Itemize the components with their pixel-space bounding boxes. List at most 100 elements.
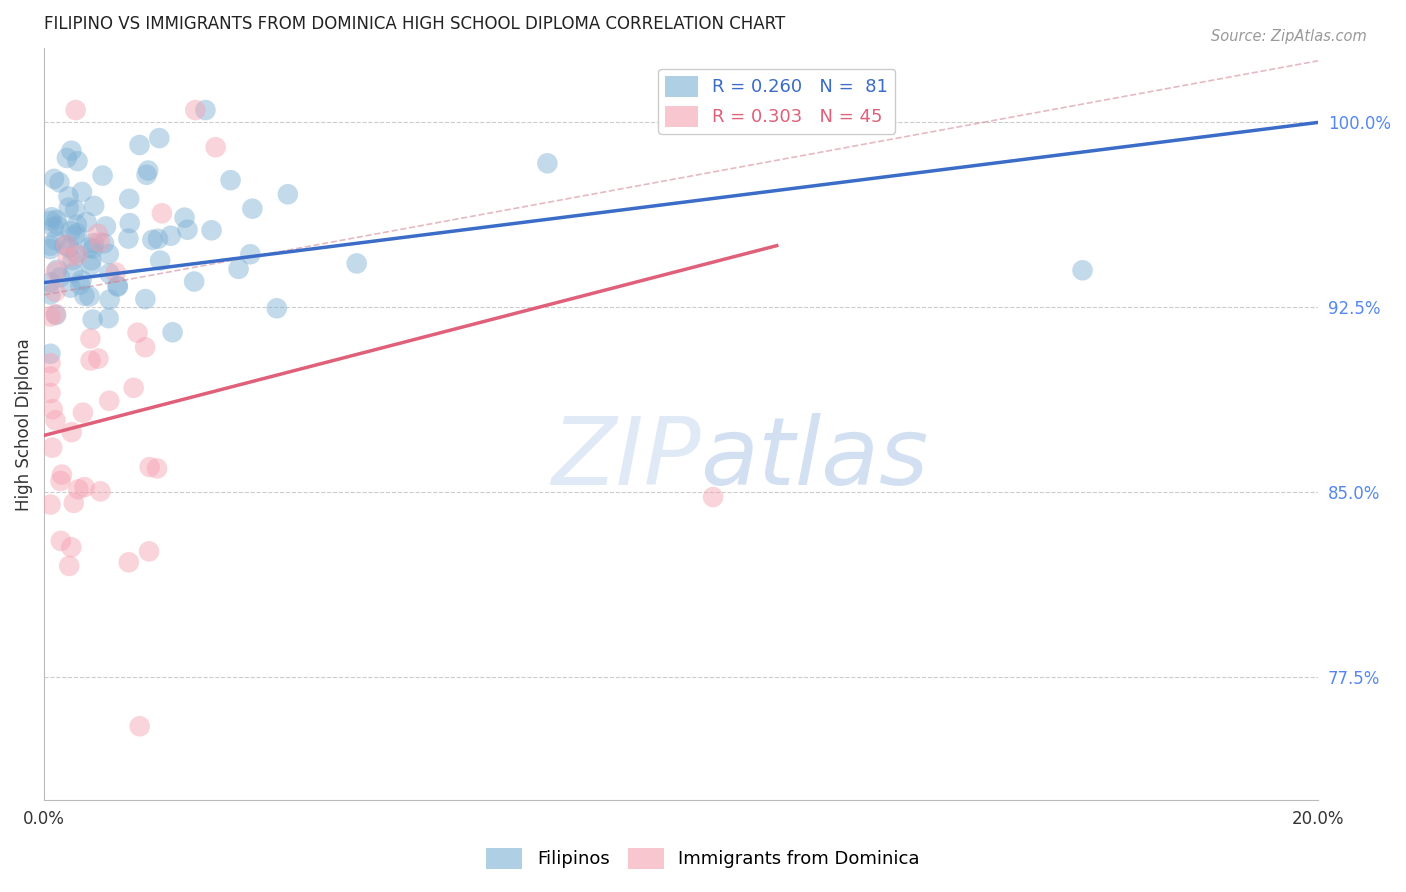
- Point: [83, 199, 105, 213]
- Point: [183, 275, 205, 289]
- Legend: R = 0.260   N =  81, R = 0.303   N = 45: R = 0.260 N = 81, R = 0.303 N = 45: [658, 69, 896, 134]
- Point: [98, 293, 121, 307]
- Point: [118, 192, 141, 206]
- Point: [63, 228, 86, 243]
- Point: [46, 219, 69, 233]
- Text: atlas: atlas: [700, 413, 928, 504]
- Point: [240, 202, 263, 216]
- Point: [118, 216, 141, 230]
- Point: [79, 241, 101, 255]
- Point: [44, 285, 66, 299]
- Point: [39, 287, 62, 301]
- Point: [82, 312, 104, 326]
- Point: [150, 206, 173, 220]
- Point: [45, 233, 67, 247]
- Point: [91, 169, 114, 183]
- Point: [41, 441, 63, 455]
- Point: [76, 215, 98, 229]
- Point: [60, 541, 83, 555]
- Point: [53, 238, 76, 252]
- Point: [39, 276, 62, 290]
- Point: [46, 262, 69, 277]
- Point: [93, 236, 115, 251]
- Point: [80, 258, 103, 272]
- Point: [66, 218, 89, 232]
- Point: [200, 223, 222, 237]
- Point: [83, 235, 105, 250]
- Point: [122, 381, 145, 395]
- Point: [117, 231, 139, 245]
- Point: [80, 253, 103, 268]
- Point: [59, 224, 82, 238]
- Point: [69, 277, 91, 292]
- Point: [39, 238, 62, 252]
- Point: [58, 558, 80, 573]
- Text: ZIP: ZIP: [551, 413, 700, 504]
- Point: [134, 340, 156, 354]
- Point: [45, 307, 67, 321]
- Point: [44, 413, 66, 427]
- Point: [138, 544, 160, 558]
- Point: [63, 202, 86, 217]
- Point: [49, 474, 72, 488]
- Point: [39, 242, 62, 256]
- Point: [128, 719, 150, 733]
- Point: [98, 267, 121, 281]
- Point: [134, 292, 156, 306]
- Point: [39, 310, 62, 324]
- Point: [184, 103, 207, 117]
- Point: [82, 242, 104, 256]
- Point: [65, 246, 87, 260]
- Point: [277, 187, 299, 202]
- Point: [67, 483, 90, 497]
- Point: [87, 351, 110, 366]
- Point: [56, 151, 79, 165]
- Point: [141, 233, 163, 247]
- Point: [173, 211, 195, 225]
- Point: [149, 253, 172, 268]
- Point: [65, 103, 87, 117]
- Point: [58, 241, 80, 255]
- Point: [79, 353, 101, 368]
- Point: [58, 201, 80, 215]
- Point: [60, 425, 83, 439]
- Point: [41, 211, 63, 225]
- Point: [98, 393, 121, 408]
- Point: [45, 308, 67, 322]
- Point: [146, 461, 169, 475]
- Point: [118, 555, 141, 569]
- Point: [136, 163, 159, 178]
- Point: [219, 173, 242, 187]
- Point: [204, 140, 226, 154]
- Point: [39, 347, 62, 361]
- Point: [39, 386, 62, 401]
- Point: [48, 175, 70, 189]
- Point: [39, 214, 62, 228]
- Point: [51, 467, 73, 482]
- Point: [56, 251, 79, 265]
- Point: [79, 289, 101, 303]
- Point: [266, 301, 288, 316]
- Point: [138, 460, 160, 475]
- Point: [59, 280, 82, 294]
- Point: [128, 138, 150, 153]
- Point: [97, 247, 120, 261]
- Point: [159, 228, 181, 243]
- Point: [66, 248, 89, 262]
- Point: [135, 168, 157, 182]
- Point: [536, 156, 558, 170]
- Point: [49, 533, 72, 548]
- Legend: Filipinos, Immigrants from Dominica: Filipinos, Immigrants from Dominica: [479, 840, 927, 876]
- Point: [60, 144, 83, 158]
- Point: [89, 484, 111, 499]
- Point: [39, 356, 62, 370]
- Point: [73, 480, 96, 494]
- Point: [70, 185, 93, 199]
- Point: [73, 289, 96, 303]
- Point: [702, 490, 724, 504]
- Point: [94, 219, 117, 234]
- Point: [49, 270, 72, 285]
- Point: [346, 256, 368, 270]
- Point: [1071, 263, 1094, 277]
- Point: [41, 402, 63, 417]
